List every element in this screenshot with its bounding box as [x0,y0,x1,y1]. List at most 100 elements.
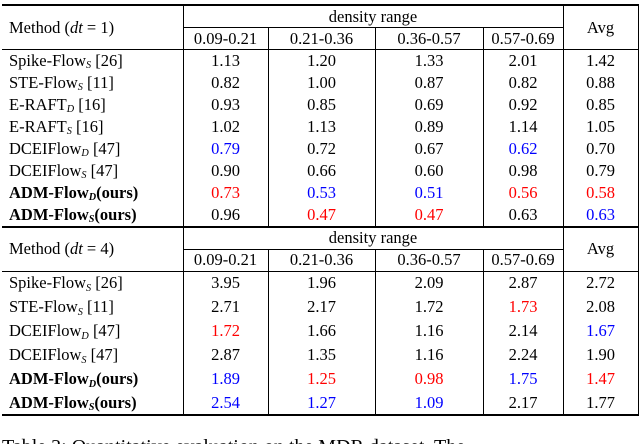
epe-value-cell: 1.13 [183,49,269,72]
avg-value-cell: 1.05 [563,115,639,138]
avg-value-cell: 1.90 [563,343,639,367]
method-header-dt1: Method (dt = 1) [2,5,184,50]
table-row: ADM-FlowD(ours) 0.73 0.53 0.51 0.56 0.58 [2,181,639,204]
epe-value-cell: 0.93 [183,93,269,116]
table-row: DCEIFlowD [47] 0.79 0.72 0.67 0.62 0.70 [2,137,639,160]
epe-value-cell: 2.87 [483,271,564,295]
method-subscript: S [77,82,83,94]
epe-value-cell: 3.95 [183,271,269,295]
epe-value-cell: 0.63 [483,203,564,226]
epe-value-cell: 0.62 [483,137,564,160]
method-subscript: D [81,330,89,342]
method-subscript: D [88,378,97,390]
table-row: ADM-FlowS(ours) 2.54 1.27 1.09 2.17 1.77 [2,391,639,415]
range-col-header: 0.09-0.21 [183,249,269,272]
results-table-dt1: Method (dt = 1) density range Avg 0.09-0… [2,4,639,226]
method-name-cell: ADM-FlowD(ours) [2,181,184,204]
table-row: DCEIFlowS [47] 0.90 0.66 0.60 0.98 0.79 [2,159,639,182]
method-name-cell: DCEIFlowD [47] [2,137,184,160]
results-table-dt4: Method (dt = 4) density range Avg 0.09-0… [2,225,639,416]
avg-value-cell: 2.08 [563,295,639,319]
table-row: E-RAFTD [16] 0.93 0.85 0.69 0.92 0.85 [2,93,639,116]
avg-value-cell: 0.58 [563,181,639,204]
avg-header: Avg [563,226,639,272]
epe-value-cell: 0.47 [375,203,484,226]
epe-value-cell: 1.09 [375,391,484,415]
avg-value-cell: 0.85 [563,93,639,116]
epe-value-cell: 2.09 [375,271,484,295]
range-col-header: 0.57-0.69 [483,249,564,272]
table-row: Spike-FlowS [26] 1.13 1.20 1.33 2.01 1.42 [2,49,639,72]
avg-value-cell: 0.88 [563,71,639,94]
epe-value-cell: 0.92 [483,93,564,116]
epe-value-cell: 2.17 [268,295,376,319]
epe-value-cell: 2.87 [183,343,269,367]
method-name-cell: STE-FlowS [11] [2,295,184,319]
epe-value-cell: 0.51 [375,181,484,204]
epe-value-cell: 0.56 [483,181,564,204]
epe-value-cell: 0.98 [483,159,564,182]
epe-value-cell: 0.60 [375,159,484,182]
table-row: STE-FlowS [11] 0.82 1.00 0.87 0.82 0.88 [2,71,639,94]
table-row: ADM-FlowS(ours) 0.96 0.47 0.47 0.63 0.63 [2,203,639,226]
epe-value-cell: 1.25 [268,367,376,391]
method-subscript: S [88,402,95,414]
method-name-cell: DCEIFlowS [47] [2,159,184,182]
avg-value-cell: 0.63 [563,203,639,226]
epe-value-cell: 1.16 [375,319,484,343]
epe-value-cell: 1.89 [183,367,269,391]
method-header-text: Method (dt = 1) [9,17,115,37]
epe-value-cell: 0.73 [183,181,269,204]
range-col-header: 0.57-0.69 [483,27,564,50]
epe-value-cell: 1.66 [268,319,376,343]
epe-value-cell: 0.96 [183,203,269,226]
method-subscript: S [81,354,87,366]
avg-header: Avg [563,5,639,50]
range-col-header: 0.36-0.57 [375,249,484,272]
avg-value-cell: 0.79 [563,159,639,182]
table-row: STE-FlowS [11] 2.71 2.17 1.72 1.73 2.08 [2,295,639,319]
avg-value-cell: 0.70 [563,137,639,160]
epe-value-cell: 0.53 [268,181,376,204]
density-range-header: density range [183,5,564,28]
method-header-dt4: Method (dt = 4) [2,226,184,272]
table-row: DCEIFlowD [47] 1.72 1.66 1.16 2.14 1.67 [2,319,639,343]
method-name-cell: ADM-FlowD(ours) [2,367,184,391]
epe-value-cell: 0.82 [183,71,269,94]
range-col-header: 0.09-0.21 [183,27,269,50]
epe-value-cell: 1.33 [375,49,484,72]
epe-value-cell: 0.82 [483,71,564,94]
avg-value-cell: 2.72 [563,271,639,295]
range-col-header: 0.21-0.36 [268,27,376,50]
method-subscript: S [77,306,83,318]
table-row: Spike-FlowS [26] 3.95 1.96 2.09 2.87 2.72 [2,271,639,295]
method-name-cell: STE-FlowS [11] [2,71,184,94]
avg-value-cell: 1.47 [563,367,639,391]
epe-value-cell: 1.13 [268,115,376,138]
table-row: DCEIFlowS [47] 2.87 1.35 1.16 2.24 1.90 [2,343,639,367]
method-name-cell: DCEIFlowS [47] [2,343,184,367]
epe-value-cell: 1.27 [268,391,376,415]
density-range-header: density range [183,226,564,250]
method-name-cell: E-RAFTS [16] [2,115,184,138]
epe-value-cell: 0.87 [375,71,484,94]
method-name-cell: E-RAFTD [16] [2,93,184,116]
epe-value-cell: 2.54 [183,391,269,415]
method-name-cell: ADM-FlowS(ours) [2,203,184,226]
epe-value-cell: 0.89 [375,115,484,138]
epe-value-cell: 2.71 [183,295,269,319]
epe-value-cell: 0.67 [375,137,484,160]
epe-value-cell: 0.66 [268,159,376,182]
epe-value-cell: 0.98 [375,367,484,391]
epe-value-cell: 1.75 [483,367,564,391]
epe-value-cell: 1.96 [268,271,376,295]
epe-value-cell: 1.16 [375,343,484,367]
method-name-cell: ADM-FlowS(ours) [2,391,184,415]
avg-value-cell: 1.77 [563,391,639,415]
epe-value-cell: 1.20 [268,49,376,72]
epe-value-cell: 2.24 [483,343,564,367]
epe-value-cell: 0.69 [375,93,484,116]
method-header-text: Method (dt = 4) [9,239,115,259]
method-subscript: S [88,214,95,226]
method-name-cell: DCEIFlowD [47] [2,319,184,343]
